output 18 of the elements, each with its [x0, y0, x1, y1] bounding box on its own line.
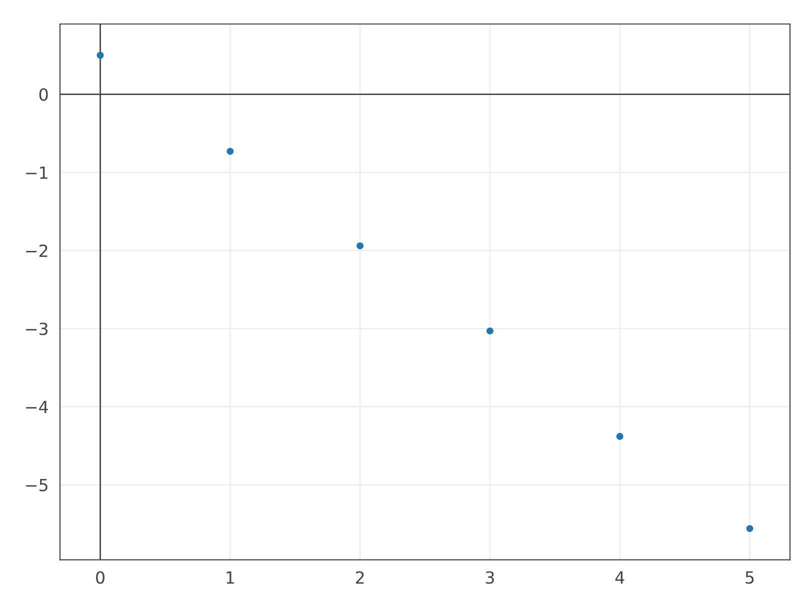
y-tick-label: −3 — [26, 322, 48, 336]
point — [616, 432, 624, 440]
point — [486, 327, 494, 334]
y-tick-label: −4 — [26, 400, 48, 414]
x-tick-label: 0 — [96, 571, 104, 584]
x-tick-label: 1 — [226, 571, 234, 584]
point — [96, 52, 104, 59]
point — [226, 148, 234, 155]
y-tick-label: −1 — [26, 166, 48, 179]
x-tick-label: 5 — [746, 571, 754, 584]
point — [746, 525, 754, 532]
x-tick-label: 2 — [356, 571, 364, 584]
y-tick-label: −2 — [26, 244, 48, 257]
y-tick-label: 0 — [39, 88, 48, 101]
point — [356, 242, 364, 250]
y-tick-label: −5 — [26, 479, 48, 492]
x-tick-label: 4 — [615, 571, 624, 584]
x-tick-label: 3 — [486, 571, 494, 584]
